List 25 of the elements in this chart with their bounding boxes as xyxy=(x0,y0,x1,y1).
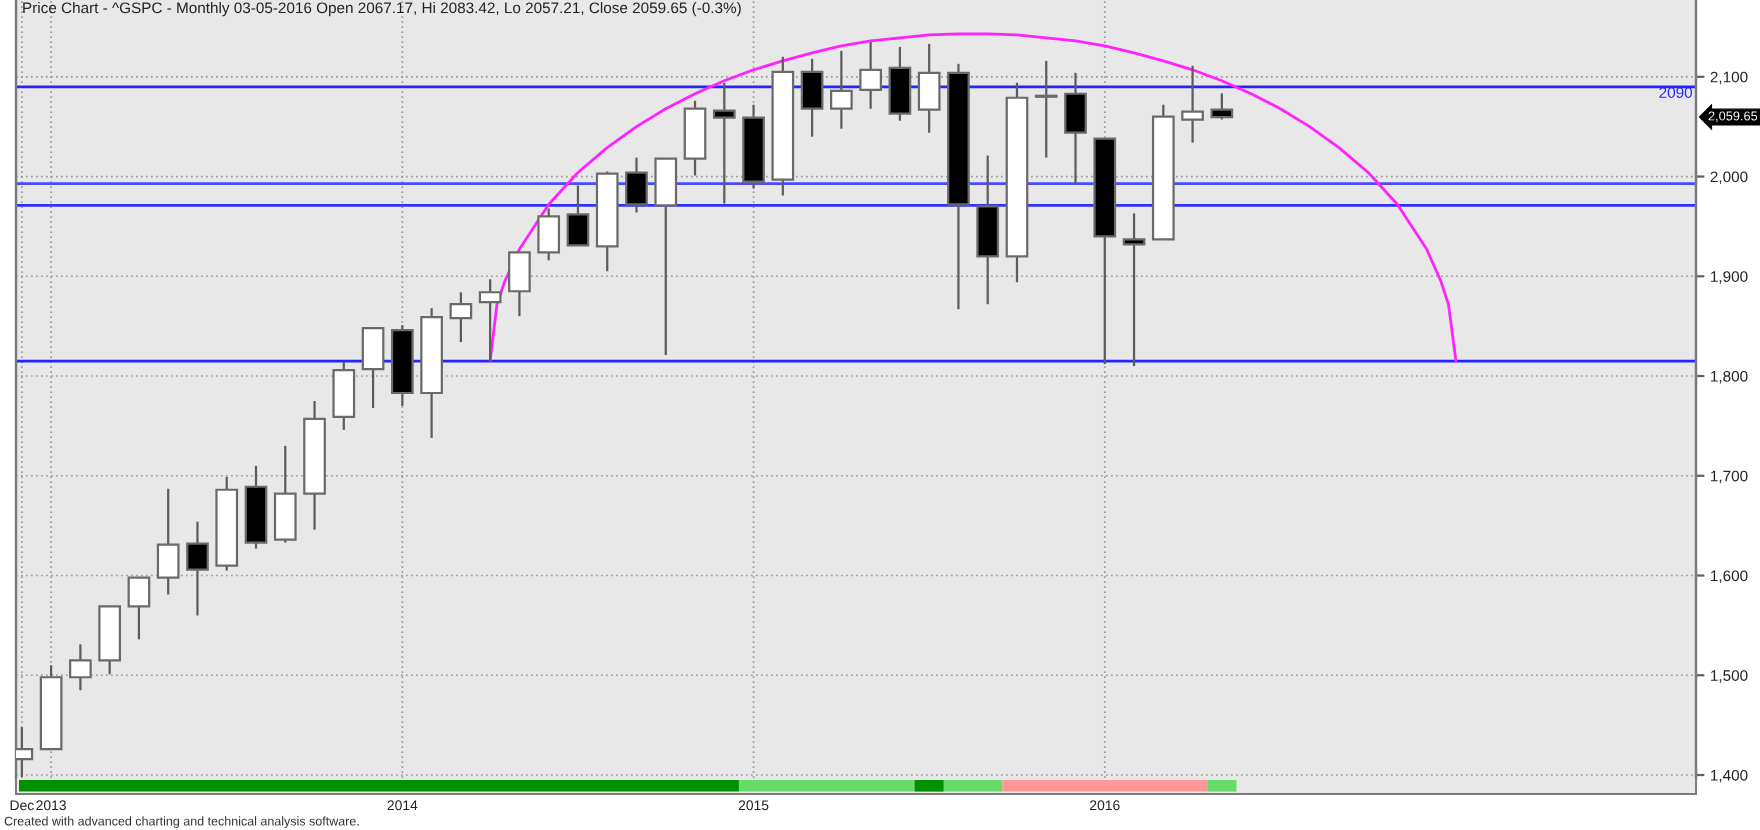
candlestick xyxy=(361,326,385,410)
candlestick xyxy=(566,184,590,247)
candlestick xyxy=(449,291,473,344)
candlestick xyxy=(508,251,531,318)
candlestick xyxy=(1034,59,1058,159)
candlestick xyxy=(917,42,941,134)
candlestick xyxy=(1122,212,1146,368)
candlestick xyxy=(478,278,502,364)
candlestick xyxy=(69,643,92,692)
candlestick xyxy=(156,487,180,596)
candlestick xyxy=(800,57,824,138)
candlestick xyxy=(332,360,356,431)
candlestick xyxy=(1181,64,1204,144)
candlestick xyxy=(537,207,561,262)
candlestick xyxy=(859,40,882,110)
candlestick xyxy=(1210,92,1234,121)
candlestick xyxy=(625,156,648,214)
candlestick xyxy=(127,576,151,641)
candlestick xyxy=(888,45,912,122)
candlestick xyxy=(1064,71,1087,185)
candlestick xyxy=(830,49,853,130)
candlestick xyxy=(654,157,678,357)
candlestick xyxy=(186,520,209,617)
candlestick xyxy=(712,81,736,205)
candlestick xyxy=(273,444,297,544)
